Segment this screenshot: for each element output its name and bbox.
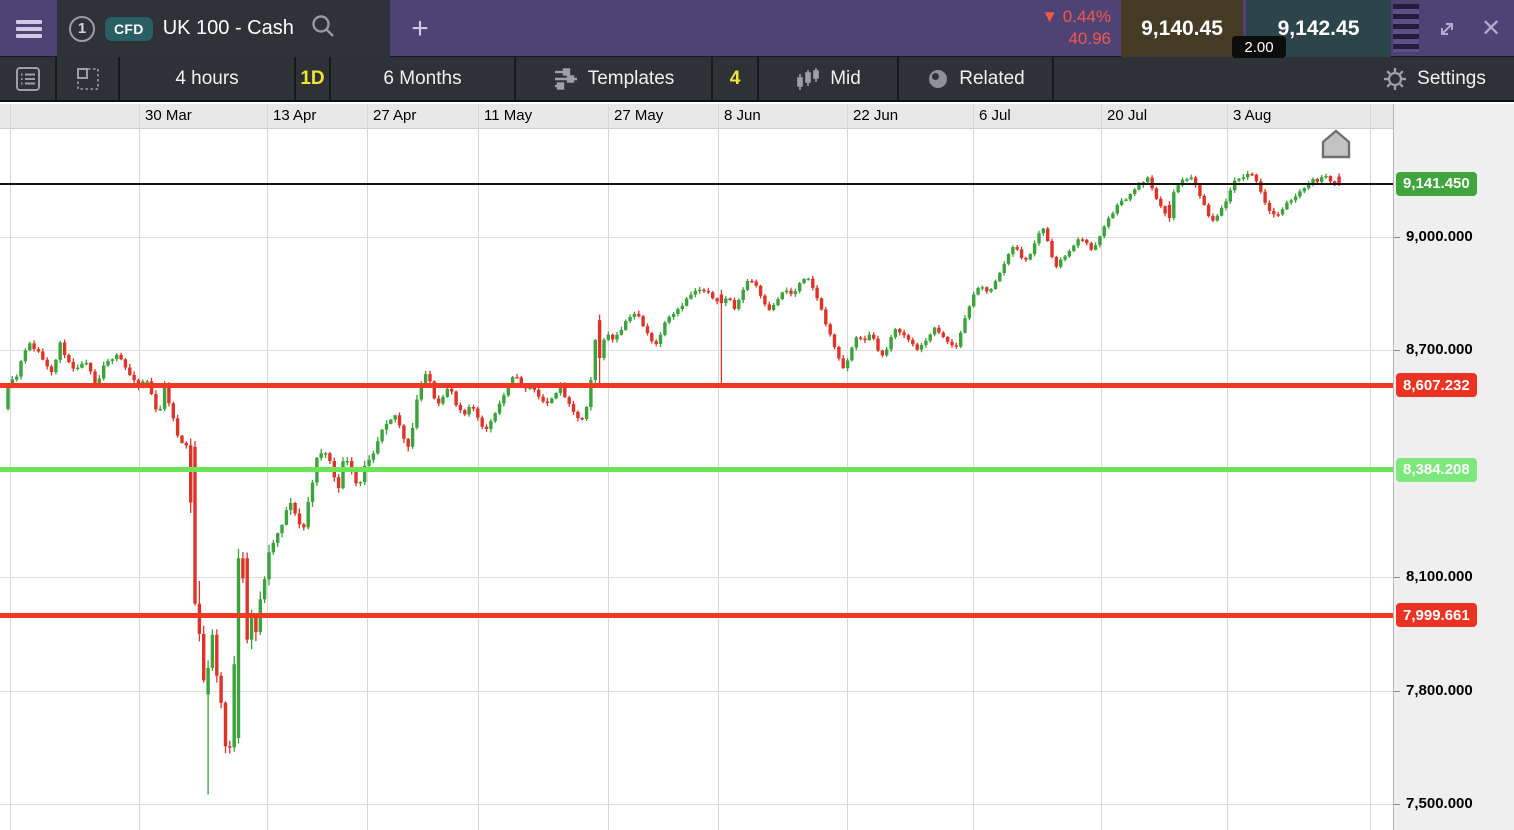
- spread-badge: 2.00: [1232, 36, 1286, 58]
- expand-icon: [1441, 22, 1453, 35]
- hamburger-icon: [15, 19, 42, 38]
- date-axis-label: 13 Apr: [273, 107, 317, 124]
- price-axis-label: 8,700.000: [1406, 341, 1473, 359]
- vertical-gridline: [139, 104, 140, 830]
- tab-number-badge: 1: [69, 15, 95, 42]
- interval-selector[interactable]: 4 hours: [120, 57, 296, 100]
- templates-label: Templates: [587, 67, 675, 89]
- candlestick-icon: [797, 67, 819, 90]
- candles-layer: [6, 170, 1341, 795]
- vertical-gridline: [478, 104, 479, 830]
- interval-1d-button[interactable]: 1D: [296, 57, 331, 100]
- interval-label: 4 hours: [175, 67, 239, 89]
- price-axis-tick: [1394, 690, 1400, 692]
- vertical-gridline: [1227, 104, 1228, 830]
- price-axis-tick: [1394, 350, 1400, 352]
- horizontal-gridline: [0, 350, 1393, 352]
- horizontal-gridline: [0, 804, 1393, 805]
- change-direction-icon: ▼: [1041, 7, 1059, 26]
- price-axis-label: 9,000.000: [1406, 228, 1473, 245]
- change-block: ▼ 0.44% 40.96: [961, 0, 1121, 57]
- chart-toolbar: 4 hours 1D 6 Months Templates 4 Mid: [0, 57, 1514, 102]
- top-bar: 1 CFD UK 100 - Cash + ▼ 0.44% 40.96 9,14…: [0, 0, 1514, 58]
- related-label: Related: [959, 67, 1025, 89]
- date-axis-label: 22 Jun: [853, 107, 899, 124]
- candlestick-chart[interactable]: 30 Mar 13 Apr 27 Apr 11 May 27 May 8 Jun 22 Ju…: [0, 104, 1393, 830]
- horizontal-level-line-8000[interactable]: [0, 612, 1393, 618]
- price-axis-label: 8,100.000: [1406, 568, 1473, 586]
- sell-price-button[interactable]: 9,140.45: [1121, 0, 1243, 57]
- price-axis-label: 7,500.000: [1406, 795, 1473, 812]
- layout-grid-icon: [76, 67, 99, 90]
- date-axis-label: 27 Apr: [373, 107, 417, 124]
- sliders-icon: [554, 67, 577, 90]
- range-selector[interactable]: 6 Months: [331, 57, 516, 100]
- price-ladder-icon[interactable]: [1393, 4, 1419, 52]
- layout-button[interactable]: [57, 57, 120, 100]
- vertical-gridline: [608, 104, 609, 830]
- settings-button[interactable]: Settings: [1354, 57, 1514, 100]
- date-axis-label: 20 Jul: [1107, 107, 1148, 124]
- horizontal-gridline: [0, 577, 1393, 579]
- watchlist-button[interactable]: [0, 57, 57, 100]
- current-price-line[interactable]: [0, 182, 1393, 185]
- related-button[interactable]: Related: [899, 57, 1054, 100]
- close-button[interactable]: ✕: [1480, 15, 1502, 42]
- horizontal-level-line-8607[interactable]: [0, 382, 1393, 388]
- expand-button[interactable]: [1424, 0, 1470, 57]
- vertical-gridline: [1101, 104, 1102, 830]
- price-level-badge: 8,607.232: [1396, 373, 1477, 398]
- price-axis-label: 7,800.000: [1406, 681, 1473, 699]
- vertical-gridline: [367, 104, 368, 830]
- price-axis-tick: [1394, 237, 1400, 238]
- date-axis-label: 3 Aug: [1233, 107, 1272, 124]
- date-axis-label: 30 Mar: [145, 107, 192, 124]
- search-icon[interactable]: [310, 13, 336, 44]
- menu-button[interactable]: [0, 0, 57, 57]
- templates-button[interactable]: Templates: [516, 57, 713, 100]
- price-axis[interactable]: 9,000.000 8,700.000 8,100.000 7,800.000 7,50…: [1393, 104, 1514, 830]
- date-axis-label: 27 May: [614, 107, 664, 124]
- price-axis-tick: [1394, 577, 1400, 579]
- gear-icon: [1384, 67, 1407, 90]
- cfd-badge: CFD: [105, 16, 153, 41]
- price-level-badge: 7,999.661: [1396, 603, 1477, 628]
- current-price-badge: 9,141.450: [1396, 171, 1477, 196]
- horizontal-gridline: [0, 690, 1393, 692]
- date-axis-label: 8 Jun: [724, 107, 761, 124]
- settings-label: Settings: [1417, 67, 1486, 89]
- price-source-label: Mid: [830, 67, 861, 89]
- vertical-gridline: [847, 104, 848, 830]
- interval-1d-label: 1D: [300, 67, 325, 89]
- change-absolute: 40.96: [1068, 29, 1111, 48]
- price-source-selector[interactable]: Mid: [759, 57, 899, 100]
- add-tab-button[interactable]: +: [411, 11, 429, 45]
- vertical-gridline: [1370, 104, 1371, 830]
- date-axis-label: 11 May: [484, 107, 533, 124]
- date-axis-label: 6 Jul: [979, 107, 1011, 124]
- date-axis: 30 Mar 13 Apr 27 Apr 11 May 27 May 8 Jun 22 Ju…: [0, 104, 1393, 129]
- vertical-gridline: [267, 104, 268, 830]
- indicator-count-button[interactable]: 4: [713, 57, 759, 100]
- list-icon: [15, 66, 40, 91]
- indicator-count-label: 4: [729, 67, 741, 89]
- instrument-title: UK 100 - Cash: [162, 17, 294, 39]
- instrument-tab[interactable]: 1 CFD UK 100 - Cash: [57, 0, 390, 57]
- range-label: 6 Months: [383, 67, 462, 89]
- support-level-line-8384[interactable]: [0, 467, 1393, 473]
- price-level-badge: 8,384.208: [1396, 457, 1477, 482]
- vertical-gridline: [973, 104, 974, 830]
- price-axis-tick: [1394, 804, 1400, 805]
- horizontal-gridline: [0, 237, 1393, 238]
- change-percent: 0.44%: [1062, 7, 1111, 26]
- vertical-gridline: [718, 104, 719, 830]
- vertical-gridline: [10, 104, 11, 830]
- marker-house-icon[interactable]: [1321, 129, 1351, 159]
- eye-icon: [929, 69, 948, 88]
